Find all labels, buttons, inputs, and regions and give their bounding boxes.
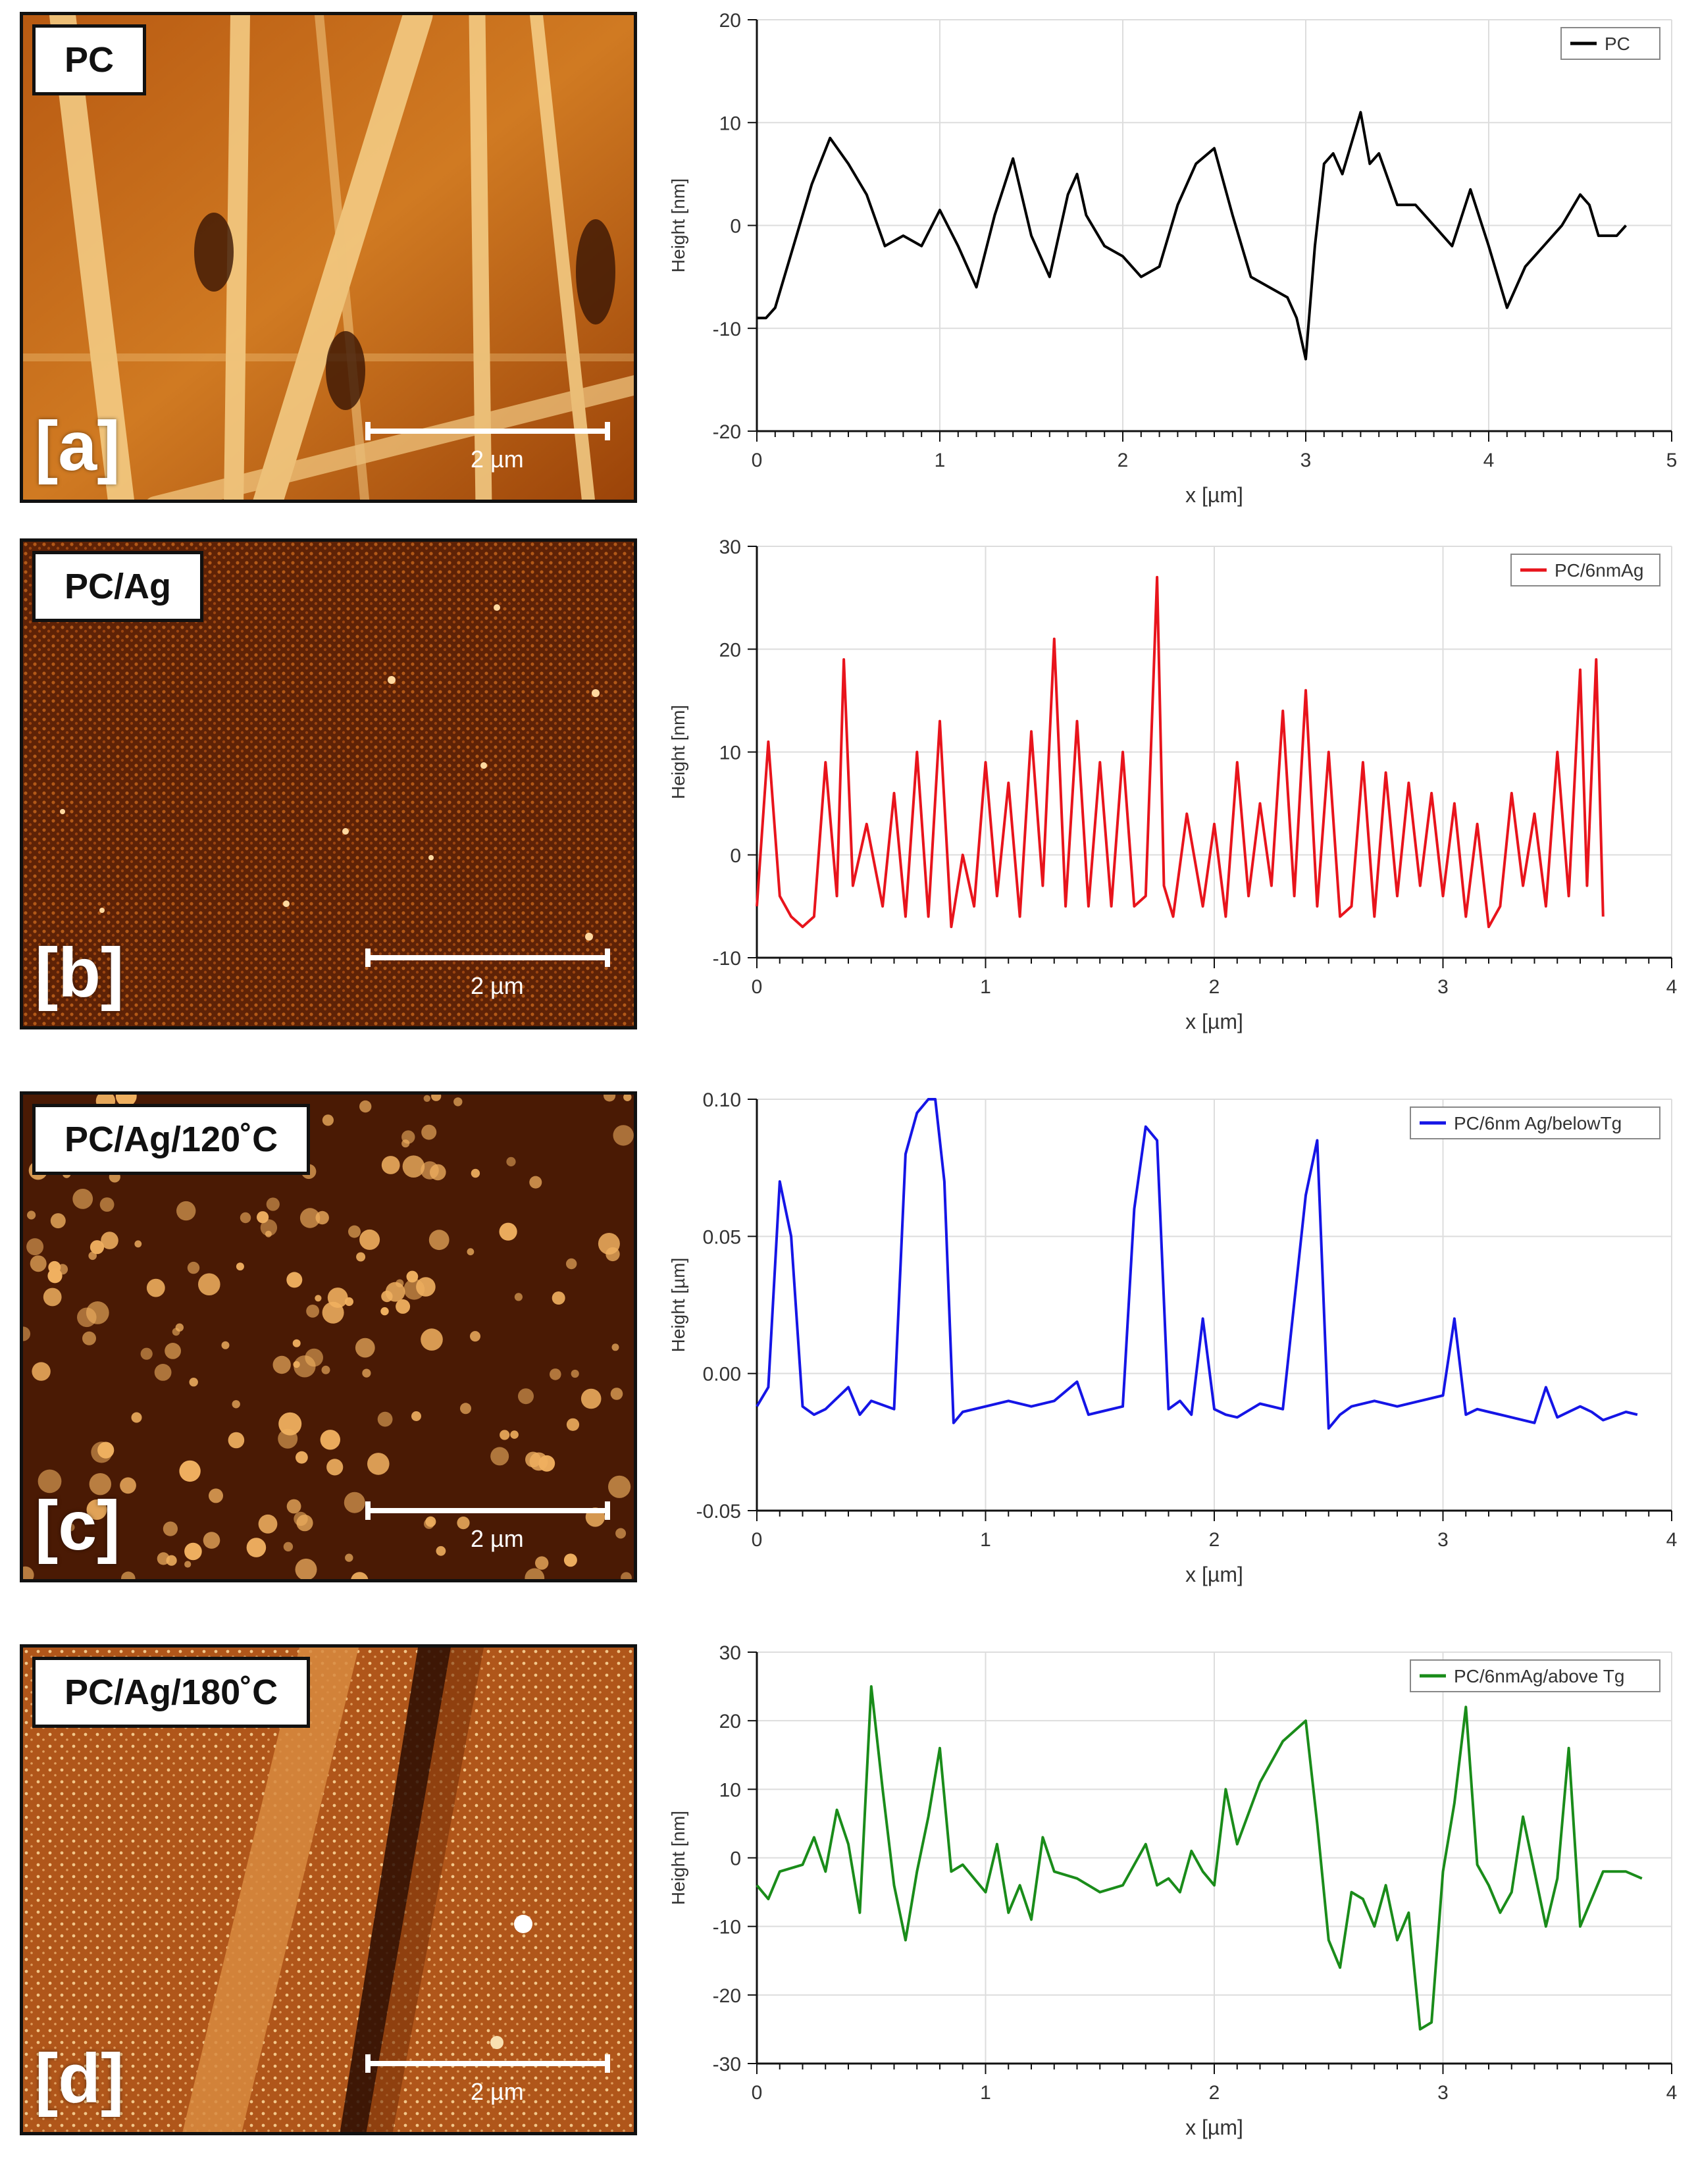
legend-label: PC/6nm Ag/belowTg bbox=[1454, 1113, 1622, 1133]
y-axis-label: Height [nm] bbox=[668, 1811, 688, 1905]
afm-image: PC/Ag 2 µm [b] bbox=[20, 538, 637, 1029]
y-tick-label: -20 bbox=[713, 421, 741, 443]
y-tick-label: -0.05 bbox=[696, 1501, 741, 1522]
row-panel-b: PC/Ag 2 µm [b] 0 1 2 3 4 30 20 10 0 -10 x [µm] Heig… bbox=[0, 527, 1698, 1047]
afm-image: PC/Ag/120˚C 2 µm [c] bbox=[20, 1091, 637, 1582]
y-tick-label: 10 bbox=[719, 113, 741, 134]
y-tick-label: 0.05 bbox=[703, 1226, 741, 1248]
y-tick-label: 0 bbox=[730, 1848, 741, 1870]
scale-bar bbox=[365, 2054, 610, 2073]
y-tick-label: 0.10 bbox=[703, 1089, 741, 1111]
y-tick-label: 30 bbox=[719, 536, 741, 558]
y-tick-label: 0 bbox=[730, 845, 741, 867]
panel-letter: [a] bbox=[35, 407, 120, 485]
scale-bar bbox=[365, 1501, 610, 1520]
panel-letter: [c] bbox=[35, 1487, 120, 1565]
x-axis-label: x [µm] bbox=[1185, 2116, 1243, 2139]
sample-label: PC/Ag/180˚C bbox=[32, 1657, 311, 1728]
afm-topography bbox=[23, 542, 634, 1026]
legend-label: PC bbox=[1605, 34, 1630, 54]
row-panel-d: PC/Ag/180˚C 2 µm [d] 0 1 2 3 4 30 20 10 0 -10 -20 -… bbox=[0, 1632, 1698, 2152]
sample-label: PC/Ag/120˚C bbox=[32, 1104, 311, 1175]
x-tick-label: 3 bbox=[1437, 1529, 1449, 1551]
y-axis-label: Height [µm] bbox=[668, 1258, 688, 1353]
legend-box bbox=[1410, 1659, 1660, 1692]
y-tick-label: 30 bbox=[719, 1642, 741, 1664]
y-tick-label: -10 bbox=[713, 319, 741, 340]
afm-image: PC/Ag/180˚C 2 µm [d] bbox=[20, 1644, 637, 2135]
series-line bbox=[756, 1098, 1638, 1430]
y-tick-label: 20 bbox=[719, 10, 741, 32]
y-axis-label: Height [nm] bbox=[668, 178, 688, 273]
height-profile-chart: 0 1 2 3 4 30 20 10 0 -10 x [µm] Height [nm] PC/6nmAg bbox=[668, 536, 1678, 1033]
sample-label: PC bbox=[32, 24, 147, 95]
panel-letter: [b] bbox=[35, 934, 124, 1012]
x-tick-label: 0 bbox=[752, 2082, 763, 2104]
scale-bar-label: 2 µm bbox=[471, 2078, 524, 2105]
scale-bar-label: 2 µm bbox=[471, 446, 524, 473]
x-tick-label: 2 bbox=[1209, 976, 1220, 998]
y-tick-label: 10 bbox=[719, 1779, 741, 1801]
y-tick-label: 20 bbox=[719, 639, 741, 661]
series-line bbox=[756, 1685, 1643, 2031]
x-tick-label: 4 bbox=[1666, 2082, 1678, 2104]
y-tick-label: 20 bbox=[719, 1711, 741, 1732]
scale-bar bbox=[365, 949, 610, 967]
afm-topography bbox=[23, 15, 634, 500]
x-tick-label: 4 bbox=[1666, 976, 1678, 998]
x-tick-label: 3 bbox=[1437, 2082, 1449, 2104]
y-tick-label: -20 bbox=[713, 1985, 741, 2007]
y-tick-label: -10 bbox=[713, 1917, 741, 1938]
afm-image: PC 2 µm [a] bbox=[20, 12, 637, 503]
y-tick-label: 0 bbox=[730, 216, 741, 238]
x-axis-label: x [µm] bbox=[1185, 1563, 1243, 1586]
x-tick-label: 0 bbox=[752, 450, 763, 471]
y-tick-label: -30 bbox=[713, 2054, 741, 2075]
x-tick-label: 1 bbox=[980, 1529, 991, 1551]
scale-bar bbox=[365, 422, 610, 440]
y-tick-label: -10 bbox=[713, 948, 741, 970]
y-tick-label: 0.00 bbox=[703, 1364, 741, 1386]
legend-label: PC/6nmAg/above Tg bbox=[1454, 1666, 1624, 1686]
scale-bar-label: 2 µm bbox=[471, 1525, 524, 1552]
x-tick-label: 2 bbox=[1209, 1529, 1220, 1551]
row-panel-c: PC/Ag/120˚C 2 µm [c] 0 1 2 3 4 0.10 0.05 0.00 -0… bbox=[0, 1079, 1698, 1599]
legend-label: PC/6nmAg bbox=[1555, 560, 1643, 581]
panel-letter: [d] bbox=[35, 2040, 124, 2118]
height-profile-chart: 0 1 2 3 4 30 20 10 0 -10 -20 -30 x [µm] Height [nm] PC… bbox=[668, 1642, 1678, 2139]
x-tick-label: 3 bbox=[1437, 976, 1449, 998]
x-tick-label: 1 bbox=[980, 2082, 991, 2104]
x-axis-label: x [µm] bbox=[1185, 483, 1243, 507]
scale-bar-label: 2 µm bbox=[471, 972, 524, 999]
legend-box bbox=[1410, 1106, 1660, 1139]
sample-label: PC/Ag bbox=[32, 551, 203, 622]
series-line bbox=[757, 111, 1627, 361]
x-tick-label: 2 bbox=[1209, 2082, 1220, 2104]
x-tick-label: 4 bbox=[1666, 1529, 1678, 1551]
afm-topography bbox=[23, 1095, 634, 1579]
y-axis-label: Height [nm] bbox=[668, 705, 688, 799]
x-tick-label: 2 bbox=[1118, 450, 1129, 471]
x-tick-label: 1 bbox=[935, 450, 946, 471]
x-tick-label: 3 bbox=[1300, 450, 1312, 471]
x-tick-label: 0 bbox=[752, 1529, 763, 1551]
x-tick-label: 5 bbox=[1666, 450, 1678, 471]
afm-topography bbox=[23, 1648, 634, 2132]
y-tick-label: 10 bbox=[719, 742, 741, 764]
x-tick-label: 1 bbox=[980, 976, 991, 998]
row-panel-a: PC 2 µm [a] 0 1 2 3 4 5 20 10 0 -10 -20 x [µm] Heigh… bbox=[0, 0, 1698, 520]
height-profile-chart: 0 1 2 3 4 5 20 10 0 -10 -20 x [µm] Height [nm] PC bbox=[668, 10, 1678, 507]
series-line bbox=[756, 575, 1605, 929]
x-tick-label: 0 bbox=[752, 976, 763, 998]
height-profile-chart: 0 1 2 3 4 0.10 0.05 0.00 -0.05 x [µm] Height [µm] P… bbox=[668, 1089, 1678, 1586]
x-axis-label: x [µm] bbox=[1185, 1010, 1243, 1033]
x-tick-label: 4 bbox=[1483, 450, 1495, 471]
